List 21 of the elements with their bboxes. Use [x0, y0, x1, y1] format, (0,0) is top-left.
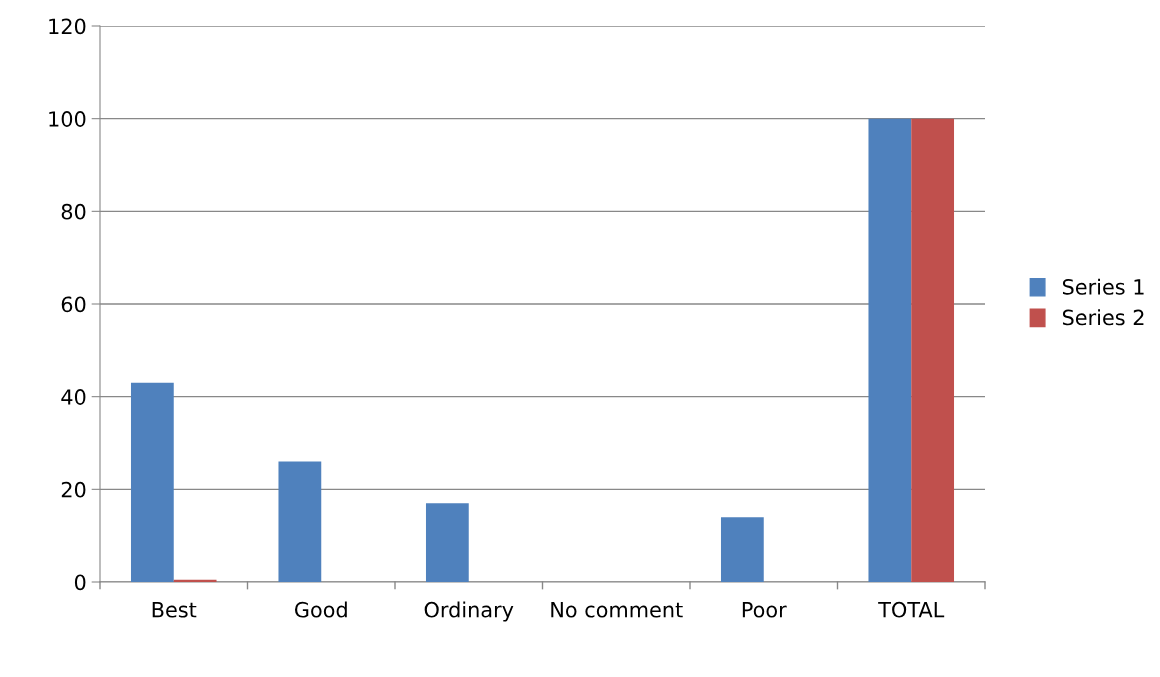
y-tick-label: 60	[61, 296, 86, 313]
y-tick-label: 80	[61, 203, 86, 220]
y-tick-label: 0	[74, 574, 86, 591]
x-tick-label: Good	[294, 601, 347, 618]
bar	[911, 118, 955, 582]
y-tick-label: 100	[49, 111, 86, 127]
bar	[130, 382, 174, 582]
x-tick-label: No comment	[551, 602, 683, 618]
y-tick-label: 20	[61, 481, 86, 498]
y-tick-label: 40	[61, 389, 86, 405]
legend-label: Series 1	[1062, 278, 1144, 295]
bar	[720, 517, 764, 582]
bar	[278, 461, 322, 582]
x-tick-label: Best	[152, 602, 197, 618]
x-tick-label: TOTAL	[878, 601, 945, 618]
y-tick-label: 120	[49, 18, 86, 35]
legend-label: Series 2	[1062, 309, 1144, 326]
bar	[868, 118, 912, 582]
bar	[425, 503, 469, 582]
x-tick-label: Ordinary	[424, 601, 514, 622]
x-tick-label: Poor	[742, 602, 787, 618]
